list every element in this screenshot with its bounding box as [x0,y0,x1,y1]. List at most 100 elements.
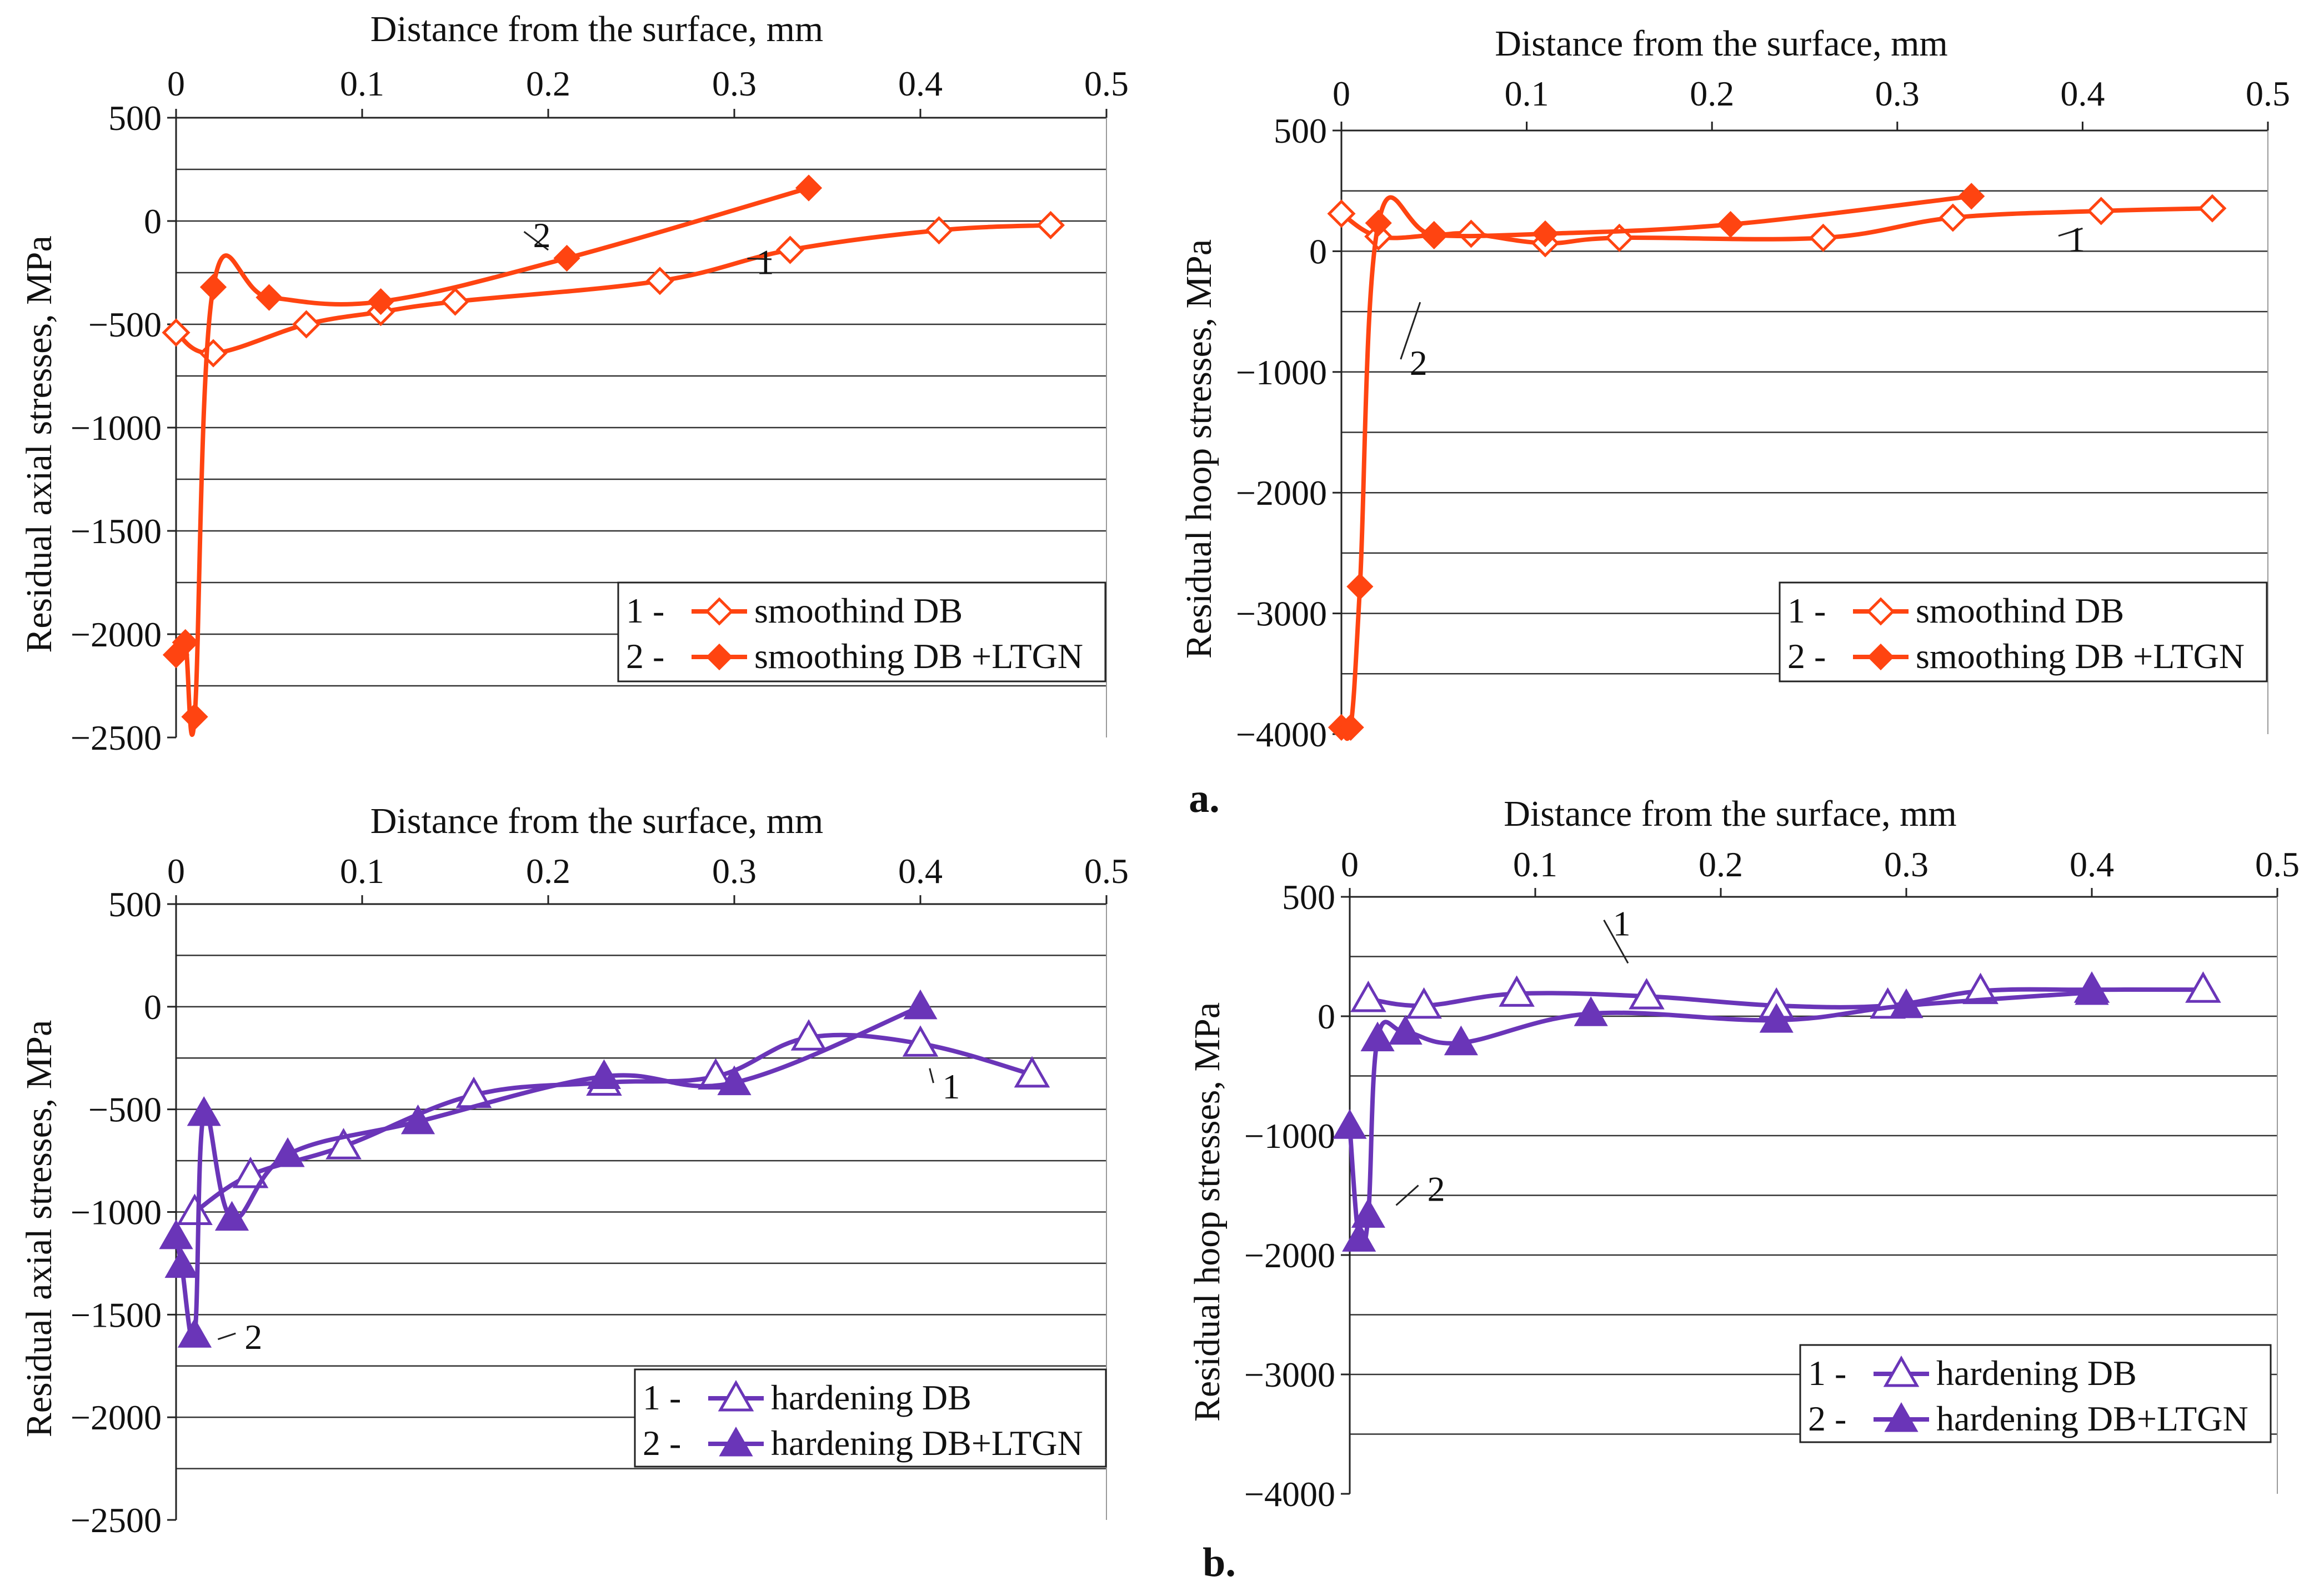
y-tick-label: −1500 [71,1295,162,1334]
data-point-1 [292,310,321,339]
data-point-1 [2185,971,2221,1003]
legend-label: smoothing DB +LTGN [1916,636,2245,676]
y-tick-label: −2500 [71,718,162,757]
x-tick-label: 0.2 [1699,845,1743,884]
y-tick-label: −1000 [71,408,162,448]
annotation-leader [523,231,549,251]
curve-number-annotation: 2 [1410,343,1428,383]
data-point-1 [1036,210,1065,239]
data-point-2 [164,1248,199,1278]
x-tick-label: 0.4 [2070,845,2114,884]
annotation-leader [1603,919,1629,964]
x-axis-title: Distance from the surface, mm [1504,794,1957,834]
annotation-leader [217,1332,236,1341]
series-line-1 [174,223,1051,356]
data-point-1 [1962,972,1999,1005]
data-point-2 [159,1219,193,1249]
data-point-2 [1574,996,1608,1026]
y-tick-label: −500 [88,305,162,344]
x-tick-label: 0.3 [1875,74,1920,113]
x-tick-label: 0.4 [898,851,943,891]
curve-number-annotation: 1 [1613,904,1631,943]
data-point-1 [440,287,470,316]
data-point-1 [1809,223,1837,252]
x-tick-label: 0.4 [2060,74,2105,113]
y-tick-label: 0 [1318,997,1335,1036]
curve-number-annotation: 1 [943,1067,960,1106]
x-tick-label: 0 [1333,74,1350,113]
data-point-1 [177,1193,213,1225]
y-tick-label: 500 [1282,877,1335,917]
curve-number-annotation: 2 [1428,1170,1445,1209]
legend-label: smoothind DB [754,591,963,630]
y-tick-label: 0 [144,987,162,1027]
legend-box [634,1368,1107,1468]
legend-swatch-marker [718,1379,754,1412]
legend-box [617,581,1106,682]
y-tick-label: −500 [88,1090,162,1130]
data-point-2 [1360,1021,1395,1052]
data-point-1 [645,267,674,295]
data-point-2 [1717,210,1744,238]
data-point-1 [1406,987,1442,1019]
data-point-2 [1759,1003,1794,1033]
data-point-2 [1342,1222,1376,1252]
x-tick-label: 0.5 [1084,851,1129,891]
data-point-2 [177,1318,212,1348]
chart-axial-hardening: 0 0.1 0.2 0.3 0.4 0.55000−500−1000−1500−2000−… [19,801,1129,1540]
legend-label: smoothing DB +LTGN [754,636,1083,676]
x-axis-title: Distance from the surface, mm [370,801,824,841]
data-point-1 [1364,222,1393,251]
x-tick-label: 0.2 [1690,74,1734,113]
x-tick-label: 0.5 [2255,845,2299,884]
legend-prefix: 2 - [1787,636,1826,676]
x-tick-label: 0.4 [898,64,943,103]
data-point-1 [775,235,805,264]
data-point-1 [1014,1056,1050,1088]
data-point-2 [181,703,208,730]
data-point-2 [1889,988,1924,1018]
x-tick-label: 0 [1341,845,1359,884]
data-point-1 [790,1019,827,1051]
y-tick-label: −1000 [1236,353,1327,392]
data-point-2 [199,273,227,301]
y-axis-title: Residual hoop stresses, MPa [1187,1002,1228,1422]
data-point-2 [795,174,823,202]
legend-label: hardening DB [1936,1353,2137,1393]
y-tick-label: −2000 [71,1398,162,1437]
legend-label: hardening DB [771,1378,971,1417]
legend: 1 - hardening DB 2 - hardening DB+LTGN [634,1368,1107,1468]
data-point-1 [902,1025,939,1057]
legend-prefix: 1 - [1787,591,1826,630]
data-point-2 [2075,975,2109,1005]
data-point-1 [232,1156,269,1188]
legend-label: hardening DB+LTGN [771,1423,1083,1463]
data-point-2 [1388,1015,1423,1045]
x-tick-label: 0.1 [340,64,384,103]
x-tick-label: 0.1 [1513,845,1557,884]
data-point-2 [367,288,394,315]
data-point-2 [271,1137,305,1167]
y-tick-label: 0 [144,202,162,241]
data-point-1 [162,318,191,347]
y-axis-title: Residual axial stresses, MPa [19,1020,59,1438]
legend-swatch-marker [1866,597,1895,626]
data-point-1 [2198,194,2227,223]
series-line-1 [193,1032,1033,1214]
data-point-1 [1350,980,1386,1012]
y-tick-label: −1000 [1244,1116,1335,1156]
chart-hoop-smoothing: 0 0.1 0.2 0.3 0.4 0.55000−1000−2000−3000−4000… [1179,23,2290,754]
y-tick-label: 500 [108,885,162,924]
legend-prefix: 2 - [643,1423,681,1463]
curve-number-annotation: 2 [244,1317,262,1357]
legend-prefix: 1 - [1808,1353,1846,1393]
panel-label-a: a. [1189,776,1220,821]
data-point-1 [1629,978,1665,1010]
data-point-2 [1531,220,1559,248]
data-point-2 [214,1201,249,1231]
legend-box [1799,1344,2272,1443]
data-point-2 [1337,714,1364,741]
data-point-2 [1958,183,1985,210]
data-point-2 [1420,222,1447,249]
data-point-1 [1327,199,1356,228]
